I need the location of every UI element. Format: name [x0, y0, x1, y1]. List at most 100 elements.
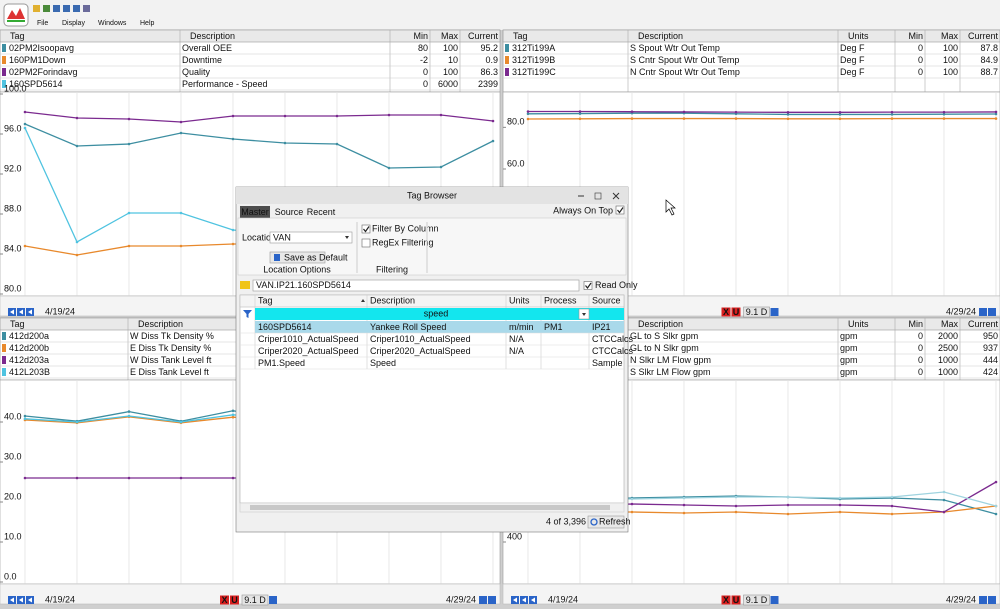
- time-span[interactable]: 9.1 D: [244, 595, 266, 605]
- column-header[interactable]: Description: [638, 319, 683, 329]
- table-cell[interactable]: S Spout Wtr Out Temp: [630, 43, 720, 53]
- filter-text[interactable]: speed: [424, 308, 449, 318]
- table-cell[interactable]: 444: [983, 355, 998, 365]
- table-cell[interactable]: S Cntr Spout Wtr Out Temp: [630, 55, 739, 65]
- column-header[interactable]: Current: [968, 31, 999, 41]
- grid-cell[interactable]: PM1: [544, 322, 563, 332]
- table-cell[interactable]: 0: [918, 67, 923, 77]
- table-cell[interactable]: 100: [943, 67, 958, 77]
- table-cell[interactable]: 2000: [938, 331, 958, 341]
- span-dropdown[interactable]: [770, 596, 779, 604]
- start-date[interactable]: 4/19/24: [45, 306, 75, 316]
- grid-column-header[interactable]: Tag: [258, 295, 273, 305]
- toolbar-icons[interactable]: [33, 5, 90, 12]
- table-cell[interactable]: Performance - Speed: [182, 79, 268, 89]
- column-header[interactable]: Description: [638, 31, 683, 41]
- grid-cell[interactable]: Criper2020_ActualSpeed: [258, 346, 359, 356]
- table-cell[interactable]: -2: [420, 55, 428, 65]
- column-header[interactable]: Tag: [513, 31, 528, 41]
- table-cell[interactable]: N Cntr Spout Wtr Out Temp: [630, 67, 740, 77]
- tab-active[interactable]: [240, 206, 270, 218]
- tab[interactable]: Master: [241, 207, 269, 217]
- nav-button[interactable]: [479, 596, 487, 604]
- grid-cell[interactable]: CTCCalcs: [592, 334, 634, 344]
- location-select[interactable]: [269, 231, 353, 244]
- grid-cell[interactable]: N/A: [509, 334, 524, 344]
- control-button[interactable]: [721, 595, 731, 605]
- table-cell[interactable]: 0: [423, 79, 428, 89]
- menu-item[interactable]: Windows: [98, 20, 127, 27]
- table-cell[interactable]: 100: [943, 55, 958, 65]
- control-button[interactable]: [731, 595, 741, 605]
- table-cell[interactable]: 87.8: [980, 43, 998, 53]
- table-cell[interactable]: 412L203B: [9, 367, 50, 377]
- start-date[interactable]: 4/19/24: [45, 594, 75, 604]
- table-cell[interactable]: 02PM2Forindavg: [9, 67, 78, 77]
- read-only-checkbox[interactable]: [583, 281, 593, 290]
- table-cell[interactable]: Deg F: [840, 55, 865, 65]
- grid-column-header[interactable]: Description: [370, 295, 415, 305]
- table-cell[interactable]: N Slkr LM Flow gpm: [630, 355, 711, 365]
- column-header[interactable]: Tag: [10, 31, 25, 41]
- control-button[interactable]: [731, 307, 741, 317]
- table-cell[interactable]: E Diss Tank Level ft: [130, 367, 209, 377]
- table-cell[interactable]: 2500: [938, 343, 958, 353]
- table-cell[interactable]: 0: [423, 67, 428, 77]
- column-header[interactable]: Description: [190, 31, 235, 41]
- table-cell[interactable]: 1000: [938, 355, 958, 365]
- grid-cell[interactable]: Criper1010_ActualSpeed: [370, 334, 471, 344]
- column-header[interactable]: Current: [968, 319, 999, 329]
- menu-item[interactable]: Help: [140, 20, 155, 27]
- start-date[interactable]: 4/19/24: [548, 594, 578, 604]
- table-cell[interactable]: W Diss Tk Density %: [130, 331, 214, 341]
- table-cell[interactable]: 312Ti199B: [512, 55, 555, 65]
- table-cell[interactable]: 937: [983, 343, 998, 353]
- refresh-button[interactable]: [587, 515, 625, 529]
- table-cell[interactable]: gpm: [840, 367, 858, 377]
- span-dropdown[interactable]: [770, 308, 779, 316]
- table-cell[interactable]: gpm: [840, 355, 858, 365]
- table-cell[interactable]: 95.2: [480, 43, 498, 53]
- control-label[interactable]: X: [221, 595, 227, 605]
- table-cell[interactable]: Overall OEE: [182, 43, 232, 53]
- window-button[interactable]: [594, 192, 602, 200]
- location-value[interactable]: VAN: [273, 232, 291, 242]
- table-cell[interactable]: 80: [418, 43, 428, 53]
- table-cell[interactable]: 86.3: [480, 67, 498, 77]
- column-header[interactable]: Tag: [10, 319, 25, 329]
- control-label[interactable]: U: [733, 307, 740, 317]
- table-cell[interactable]: 412d203a: [9, 355, 49, 365]
- table-cell[interactable]: GL to S Slkr gpm: [630, 331, 698, 341]
- column-header[interactable]: Min: [908, 31, 923, 41]
- table-cell[interactable]: 312Ti199A: [512, 43, 555, 53]
- table-cell[interactable]: GL to N Slkr gpm: [630, 343, 699, 353]
- grid-cell[interactable]: PM1.Speed: [258, 358, 305, 368]
- grid-cell[interactable]: 160SPD5614: [258, 322, 312, 332]
- control-button[interactable]: [721, 307, 731, 317]
- table-cell[interactable]: 02PM2Isoopavg: [9, 43, 74, 53]
- grid-cell[interactable]: Sample: [592, 358, 623, 368]
- menu-item[interactable]: Display: [62, 20, 85, 27]
- table-cell[interactable]: 100: [943, 43, 958, 53]
- table-cell[interactable]: 84.9: [980, 55, 998, 65]
- option-label[interactable]: RegEx Filtering: [372, 237, 434, 247]
- end-date[interactable]: 4/29/24: [446, 594, 476, 604]
- nav-buttons[interactable]: [8, 308, 34, 316]
- nav-button[interactable]: [979, 308, 987, 316]
- tab[interactable]: Source: [275, 207, 304, 217]
- table-cell[interactable]: 160SPD5614: [9, 79, 63, 89]
- nav-button[interactable]: [988, 596, 996, 604]
- table-cell[interactable]: gpm: [840, 343, 858, 353]
- table-cell[interactable]: 0: [918, 367, 923, 377]
- table-cell[interactable]: Quality: [182, 67, 211, 77]
- grid-cell[interactable]: Criper1010_ActualSpeed: [258, 334, 359, 344]
- option-checkbox[interactable]: [361, 224, 371, 234]
- table-cell[interactable]: 412d200b: [9, 343, 49, 353]
- table-cell[interactable]: Downtime: [182, 55, 222, 65]
- table-cell[interactable]: 424: [983, 367, 998, 377]
- nav-button[interactable]: [979, 596, 987, 604]
- time-span[interactable]: 9.1 D: [746, 307, 768, 317]
- grid-cell[interactable]: Yankee Roll Speed: [370, 322, 446, 332]
- nav-button[interactable]: [488, 596, 496, 604]
- path-value[interactable]: VAN.IP21.160SPD5614: [256, 280, 351, 290]
